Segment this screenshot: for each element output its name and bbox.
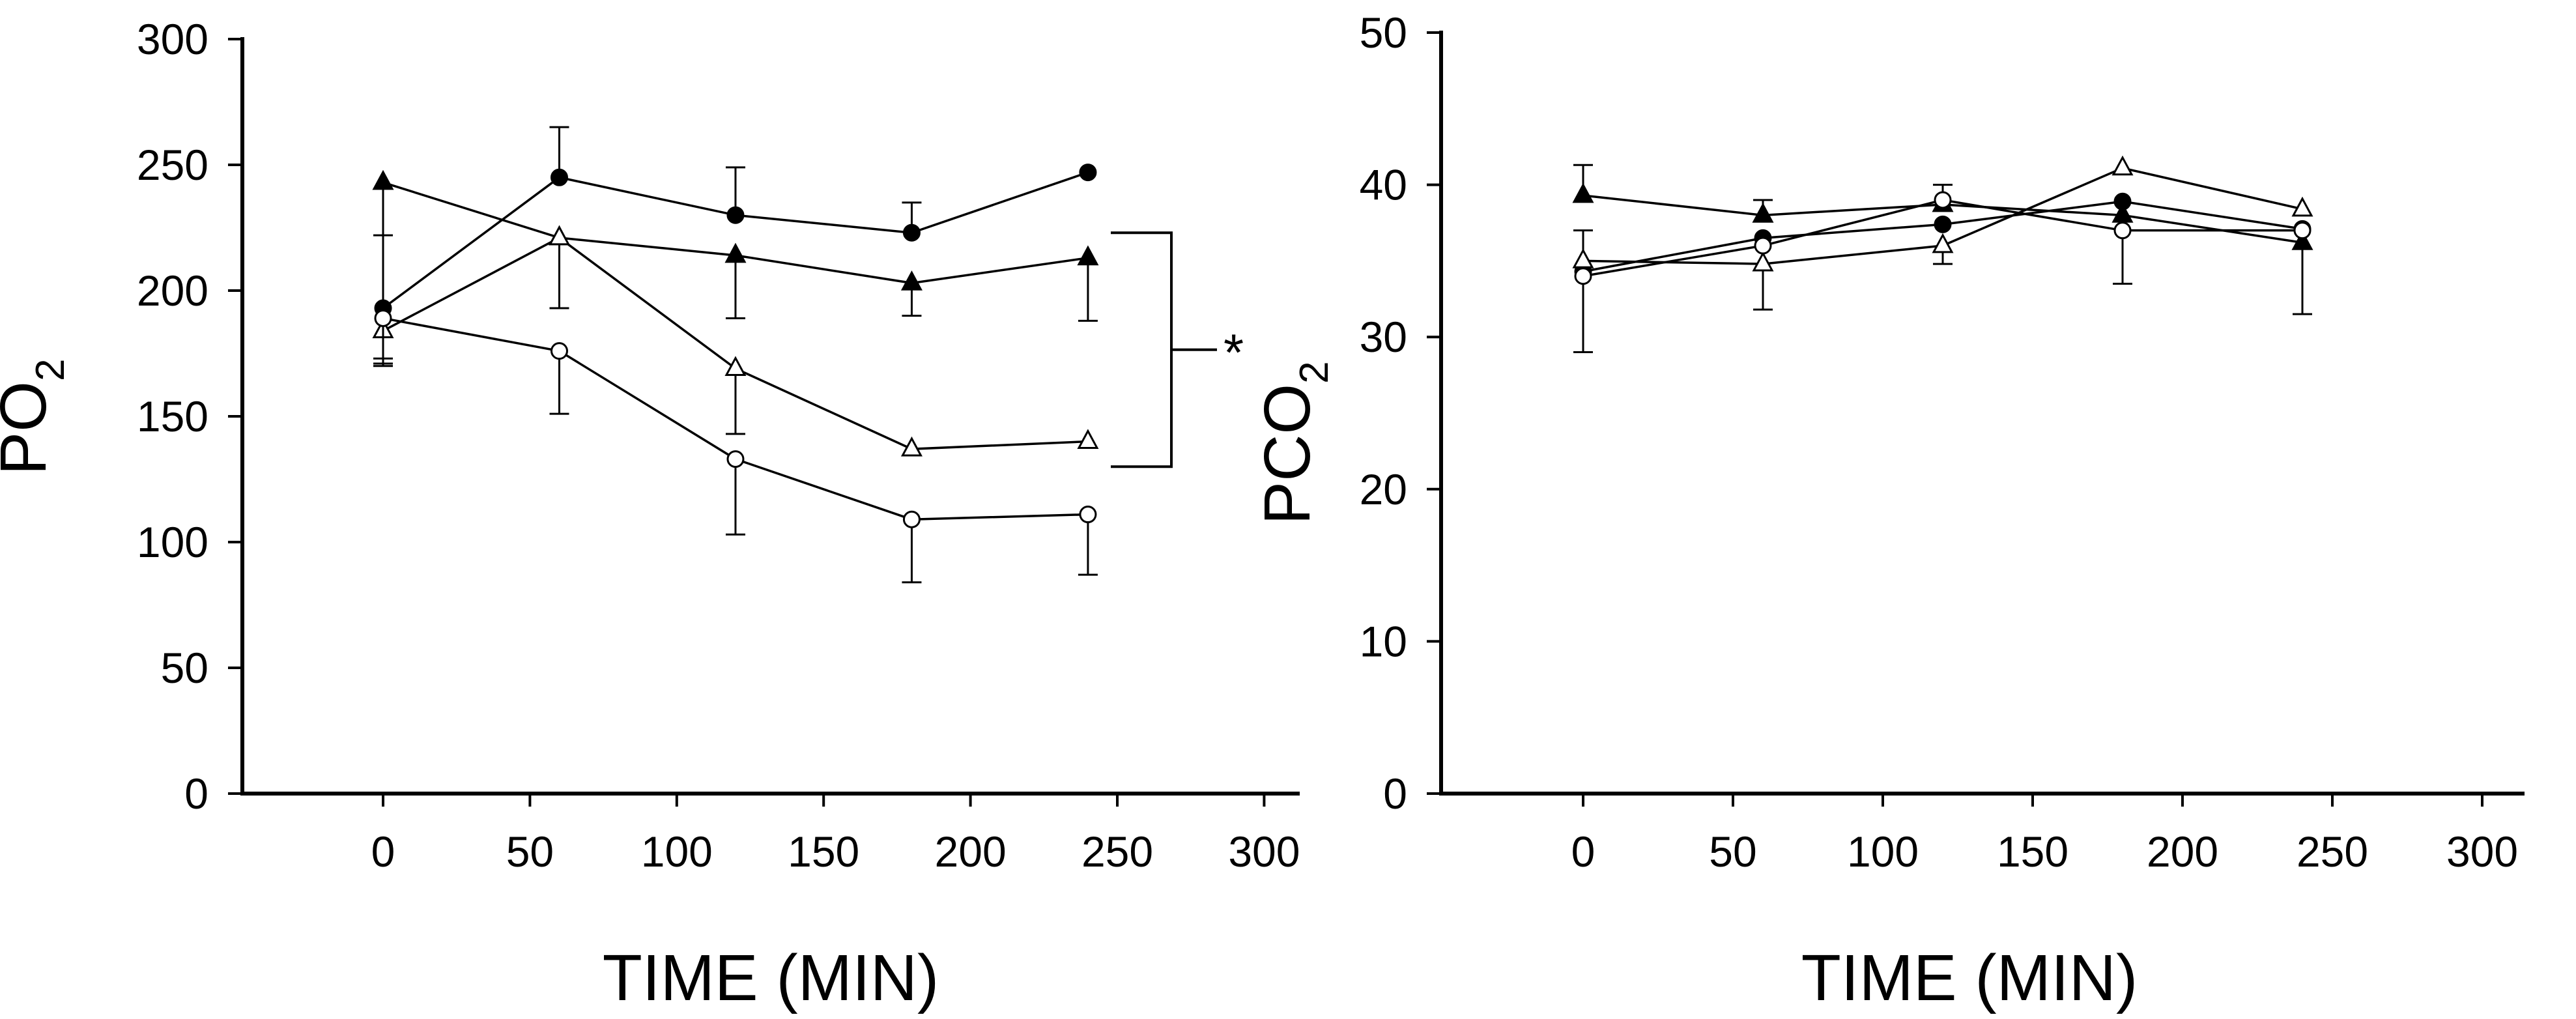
data-point-filled-circle	[726, 206, 745, 224]
x-tick-label: 50	[506, 827, 554, 876]
data-point-filled-circle	[2113, 192, 2132, 210]
x-axis-title: TIME (MIN)	[1801, 941, 2138, 1014]
y-tick-label: 150	[137, 392, 208, 440]
y-axis-title: PO2	[0, 359, 73, 476]
y-axis-title-main: PO	[0, 381, 60, 475]
x-tick-label: 50	[1709, 827, 1756, 876]
data-point-filled-circle	[550, 168, 568, 186]
series-open-circle	[373, 309, 1098, 584]
significance-label: *	[1224, 324, 1244, 382]
x-tick-label: 200	[935, 827, 1007, 876]
data-point-filled-triangle	[900, 270, 923, 291]
y-tick-label: 0	[1383, 769, 1407, 818]
data-point-open-circle	[2293, 222, 2311, 240]
data-point-open-triangle	[1752, 251, 1774, 272]
y-tick-label: 0	[184, 769, 208, 818]
significance-bracket: *	[1111, 231, 1244, 468]
y-axis-title-subscript: 2	[1292, 361, 1337, 383]
y-tick-label: 50	[161, 644, 208, 692]
series-open-circle	[1574, 184, 2312, 315]
y-tick-label: 300	[137, 15, 208, 63]
data-point-filled-circle	[902, 223, 921, 242]
data-point-open-circle	[1079, 506, 1097, 524]
y-tick-label: 250	[137, 141, 208, 189]
x-tick-label: 300	[1228, 827, 1300, 876]
data-point-open-triangle	[548, 225, 570, 246]
y-tick-label: 100	[137, 518, 208, 566]
data-point-open-circle	[374, 309, 392, 327]
pco2-panel: 0 50 100 150 200 250 300 0 10 20 30 40 50 TIME (MIN) P…	[1251, 8, 2525, 1014]
data-point-open-circle	[1934, 191, 1952, 209]
series-open-triangle	[1572, 155, 2313, 311]
data-point-open-triangle	[2111, 155, 2134, 176]
y-tick-label: 20	[1360, 465, 1407, 513]
x-tick-label: 100	[1847, 827, 1919, 876]
y-tick-label: 10	[1360, 617, 1407, 665]
data-point-filled-triangle	[724, 242, 747, 263]
x-tick-label: 250	[1081, 827, 1153, 876]
y-tick-label: 50	[1360, 8, 1407, 57]
data-point-open-triangle	[1572, 248, 1594, 268]
data-point-open-circle	[902, 510, 921, 528]
data-point-open-circle	[550, 342, 568, 360]
data-point-filled-circle	[1079, 164, 1097, 182]
y-tick-label: 30	[1360, 313, 1407, 361]
x-tick-label: 0	[371, 827, 395, 876]
x-tick-label: 150	[788, 827, 859, 876]
y-tick-label: 200	[137, 266, 208, 315]
x-tick-label: 0	[1571, 827, 1596, 876]
series-filled-circle	[1573, 192, 2311, 354]
data-point-open-triangle	[724, 356, 747, 377]
data-point-open-circle	[1754, 237, 1772, 255]
x-tick-label: 100	[641, 827, 713, 876]
data-point-open-triangle	[900, 436, 923, 457]
y-tick-label: 40	[1360, 161, 1407, 209]
data-point-open-circle	[1574, 267, 1592, 285]
data-point-filled-triangle	[1077, 245, 1099, 266]
y-axis-title-subscript: 2	[28, 359, 73, 381]
y-axis-title-main: PCO	[1251, 384, 1324, 525]
data-point-filled-triangle	[372, 169, 394, 190]
data-point-open-triangle	[2291, 196, 2313, 217]
x-axis-title: TIME (MIN)	[603, 941, 939, 1014]
x-tick-label: 300	[2446, 827, 2518, 876]
data-point-open-triangle	[1077, 429, 1099, 449]
po2-panel: 0 50 100 150 200 250 300 0 50 100 150 200 250 300 TIME…	[0, 15, 1300, 1014]
data-point-open-triangle	[1932, 233, 1954, 253]
data-point-filled-triangle	[1752, 203, 1774, 223]
x-tick-label: 250	[2297, 827, 2368, 876]
data-point-open-circle	[2113, 222, 2132, 240]
x-tick-label: 150	[1997, 827, 2068, 876]
data-point-open-circle	[726, 450, 745, 468]
bracket-line	[1111, 231, 1173, 468]
data-point-filled-triangle	[1572, 182, 1594, 203]
x-tick-label: 200	[2147, 827, 2218, 876]
y-axis-title: PCO2	[1251, 361, 1337, 524]
data-point-filled-circle	[1934, 215, 1952, 233]
